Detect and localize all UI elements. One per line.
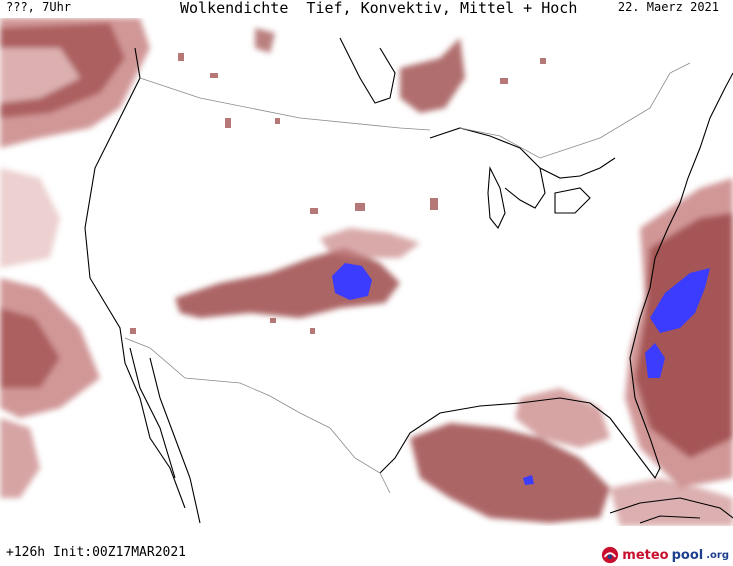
forecast-init-label: +126h Init:00Z17MAR2021 bbox=[6, 545, 187, 560]
cloud-density-map bbox=[0, 18, 733, 526]
header-date: 22. Maerz 2021 bbox=[617, 0, 719, 14]
map-title: Wolkendichte Tief, Konvektiv, Mittel + H… bbox=[180, 0, 578, 17]
cloud-area-west-coast bbox=[0, 168, 100, 498]
cloud-max-gulf bbox=[523, 475, 534, 485]
cloud-area-great-lakes bbox=[255, 28, 465, 113]
cloud-max-east-coast bbox=[645, 268, 710, 378]
header-timestamp: ???, 7Uhr bbox=[6, 0, 72, 14]
cloud-max-central bbox=[332, 263, 372, 300]
cloud-area-northwest bbox=[0, 18, 150, 148]
meteopool-logo-icon bbox=[602, 546, 619, 564]
logo-text-meteo: meteo bbox=[622, 547, 669, 563]
cloud-area-east-coast bbox=[625, 178, 733, 488]
coastlines bbox=[84, 37, 733, 524]
country-borders bbox=[124, 62, 691, 494]
cloud-area-gulf bbox=[410, 388, 733, 526]
logo-text-org: .org bbox=[706, 549, 729, 561]
logo-text-pool: pool bbox=[671, 547, 704, 563]
cloud-area-central-plains bbox=[175, 228, 420, 318]
cloud-cells-scattered bbox=[130, 53, 546, 334]
meteopool-logo[interactable]: meteo pool .org bbox=[601, 546, 729, 564]
